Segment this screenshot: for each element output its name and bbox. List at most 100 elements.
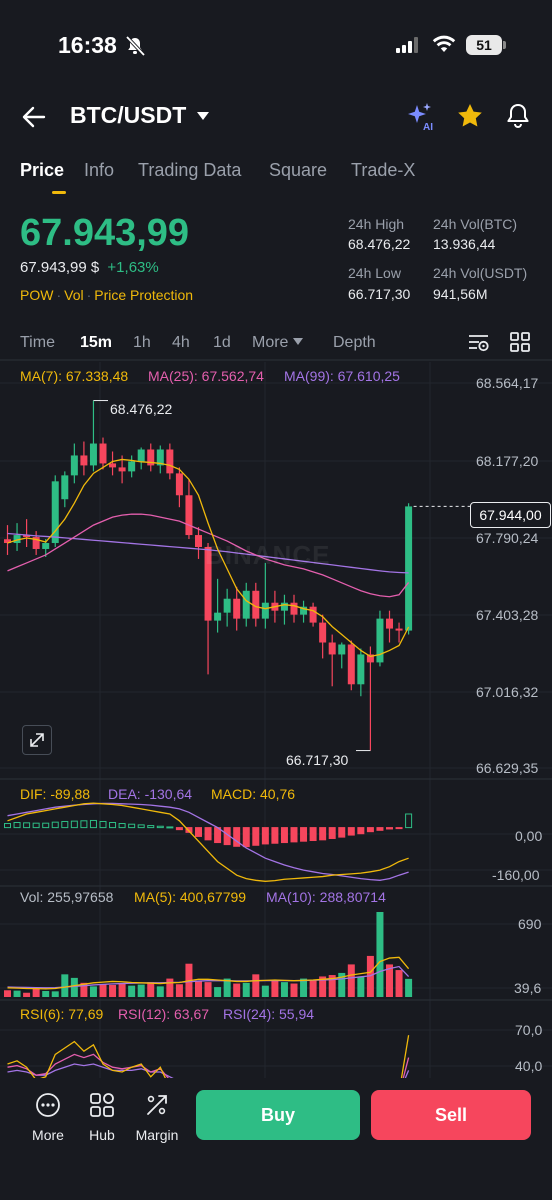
interval-more[interactable]: More bbox=[252, 334, 304, 352]
rsi6-line bbox=[7, 1035, 410, 1078]
fiat-price: 67.943,99 $ bbox=[20, 259, 100, 276]
volume-legend: Vol: 255,97658 bbox=[20, 889, 114, 905]
sell-button[interactable]: Sell bbox=[371, 1090, 531, 1140]
volume-bar-down bbox=[147, 982, 155, 997]
volume-bar-down bbox=[290, 983, 298, 997]
stat-24h-low-label: 24h Low bbox=[348, 265, 401, 281]
notification-bell-icon[interactable] bbox=[505, 102, 531, 130]
candle-down bbox=[328, 642, 336, 655]
interval-1d[interactable]: 1d bbox=[213, 334, 231, 351]
buy-button[interactable]: Buy bbox=[196, 1090, 360, 1140]
margin-button[interactable]: Margin bbox=[129, 1092, 185, 1143]
rsi6-legend: RSI(6): 77,69 bbox=[20, 1006, 104, 1022]
pair-header: BTC/USDT AI bbox=[0, 92, 552, 142]
macd-bar-positive bbox=[89, 819, 97, 829]
tag-row: POW · Vol · Price Protection bbox=[20, 287, 193, 303]
interval-15m[interactable]: 15m bbox=[80, 334, 113, 351]
last-price: 67.943,99 bbox=[20, 212, 190, 254]
stat-24h-vol-btc-label: 24h Vol(BTC) bbox=[433, 216, 518, 232]
back-arrow-icon[interactable] bbox=[20, 104, 48, 130]
bell-off-icon bbox=[125, 35, 146, 57]
interval-4h[interactable]: 4h bbox=[172, 334, 190, 351]
ai-sparkle-icon[interactable]: AI bbox=[406, 102, 436, 132]
macd-bar-negative bbox=[309, 827, 317, 842]
macd-bar-negative bbox=[175, 827, 183, 831]
tab-price[interactable]: Price bbox=[20, 160, 65, 180]
candle-down bbox=[118, 467, 126, 472]
volume-bar-up bbox=[338, 972, 346, 997]
svg-text:AI: AI bbox=[423, 122, 433, 132]
pair-title[interactable]: BTC/USDT bbox=[70, 102, 187, 128]
volume-ma10-legend: MA(10): 288,80714 bbox=[266, 889, 386, 905]
volume-ma5-legend: MA(5): 400,67799 bbox=[134, 889, 247, 905]
candle-down bbox=[290, 602, 298, 615]
macd-bar-negative bbox=[319, 827, 327, 841]
tab-square[interactable]: Square bbox=[269, 160, 328, 180]
high-price-callout: 68.476,22 bbox=[110, 401, 173, 417]
macd-bar-positive bbox=[128, 823, 136, 829]
chevron-down-icon bbox=[293, 338, 304, 345]
tab-trade-x[interactable]: Trade-X bbox=[351, 160, 416, 180]
macd-dif-line bbox=[7, 802, 409, 882]
expand-icon bbox=[30, 733, 44, 747]
tag-separator: · bbox=[56, 287, 62, 303]
macd-bar-negative bbox=[204, 827, 212, 841]
tab-info[interactable]: Info bbox=[84, 160, 115, 180]
volume-bar-down bbox=[175, 984, 183, 997]
hub-button[interactable]: Hub bbox=[74, 1092, 130, 1143]
volume-bar-down bbox=[347, 964, 355, 997]
stat-24h-high: 68.476,22 bbox=[348, 236, 411, 252]
chevron-down-icon[interactable] bbox=[196, 111, 210, 121]
favorite-star-icon[interactable] bbox=[456, 102, 484, 130]
volume-bar-down bbox=[328, 975, 336, 997]
macd-bar-negative bbox=[338, 827, 346, 838]
interval-depth[interactable]: Depth bbox=[333, 334, 376, 351]
price-axis-label: 66.629,35 bbox=[476, 760, 539, 776]
candle-down bbox=[99, 443, 107, 464]
status-bar: 16:38 51 bbox=[0, 0, 552, 90]
volume-bar-up bbox=[70, 977, 78, 997]
candle-up bbox=[214, 612, 222, 621]
macd-bar-positive bbox=[99, 820, 107, 829]
chart-layout-icon[interactable] bbox=[510, 332, 530, 352]
candle-up bbox=[51, 481, 59, 544]
tag-pow[interactable]: POW bbox=[20, 287, 54, 303]
candle-up bbox=[223, 598, 231, 613]
volume-bar-up bbox=[300, 978, 308, 997]
volume-bar-up bbox=[376, 912, 384, 997]
rsi-axis-label: 70,0 bbox=[515, 1022, 543, 1038]
more-menu-button[interactable]: More bbox=[20, 1092, 76, 1143]
tab-trading-data[interactable]: Trading Data bbox=[138, 160, 242, 180]
macd-bar-positive bbox=[13, 822, 21, 829]
macd-bar-positive bbox=[42, 822, 50, 829]
ma7-legend: MA(7): 67.338,48 bbox=[20, 368, 129, 384]
macd-bar-negative bbox=[233, 827, 241, 847]
candle-up bbox=[376, 618, 384, 663]
expand-chart-button[interactable] bbox=[22, 725, 52, 755]
margin-percent-icon bbox=[147, 1095, 167, 1115]
volume-bar-down bbox=[166, 978, 174, 997]
interval-bar: Time 15m 1h 4h 1d More Depth bbox=[0, 330, 552, 356]
volume-bar-down bbox=[386, 964, 393, 997]
volume-bar-up bbox=[261, 985, 269, 997]
tag-price-protection[interactable]: Price Protection bbox=[94, 287, 194, 303]
price-axis-label: 67.016,32 bbox=[476, 684, 539, 700]
macd-bar-negative bbox=[271, 827, 279, 844]
macd-bar-positive bbox=[80, 820, 88, 829]
macd-bar-positive bbox=[118, 823, 126, 829]
rsi24-legend: RSI(24): 55,94 bbox=[223, 1006, 315, 1022]
volume-ma10-line bbox=[7, 965, 410, 989]
interval-1h[interactable]: 1h bbox=[133, 334, 151, 351]
ma99-legend: MA(99): 67.610,25 bbox=[284, 368, 400, 384]
candle-down bbox=[319, 622, 327, 643]
macd-bar-positive bbox=[4, 823, 11, 829]
candle-down bbox=[366, 654, 374, 663]
candle-down bbox=[252, 590, 260, 619]
interval-time[interactable]: Time bbox=[20, 334, 55, 351]
candle-down bbox=[195, 535, 202, 547]
candle-up bbox=[242, 590, 250, 619]
tag-vol[interactable]: Vol bbox=[64, 287, 84, 303]
stat-24h-vol-btc: 13.936,44 bbox=[433, 236, 496, 252]
indicator-settings-icon[interactable] bbox=[468, 332, 490, 354]
volume-bar-up bbox=[280, 982, 288, 997]
